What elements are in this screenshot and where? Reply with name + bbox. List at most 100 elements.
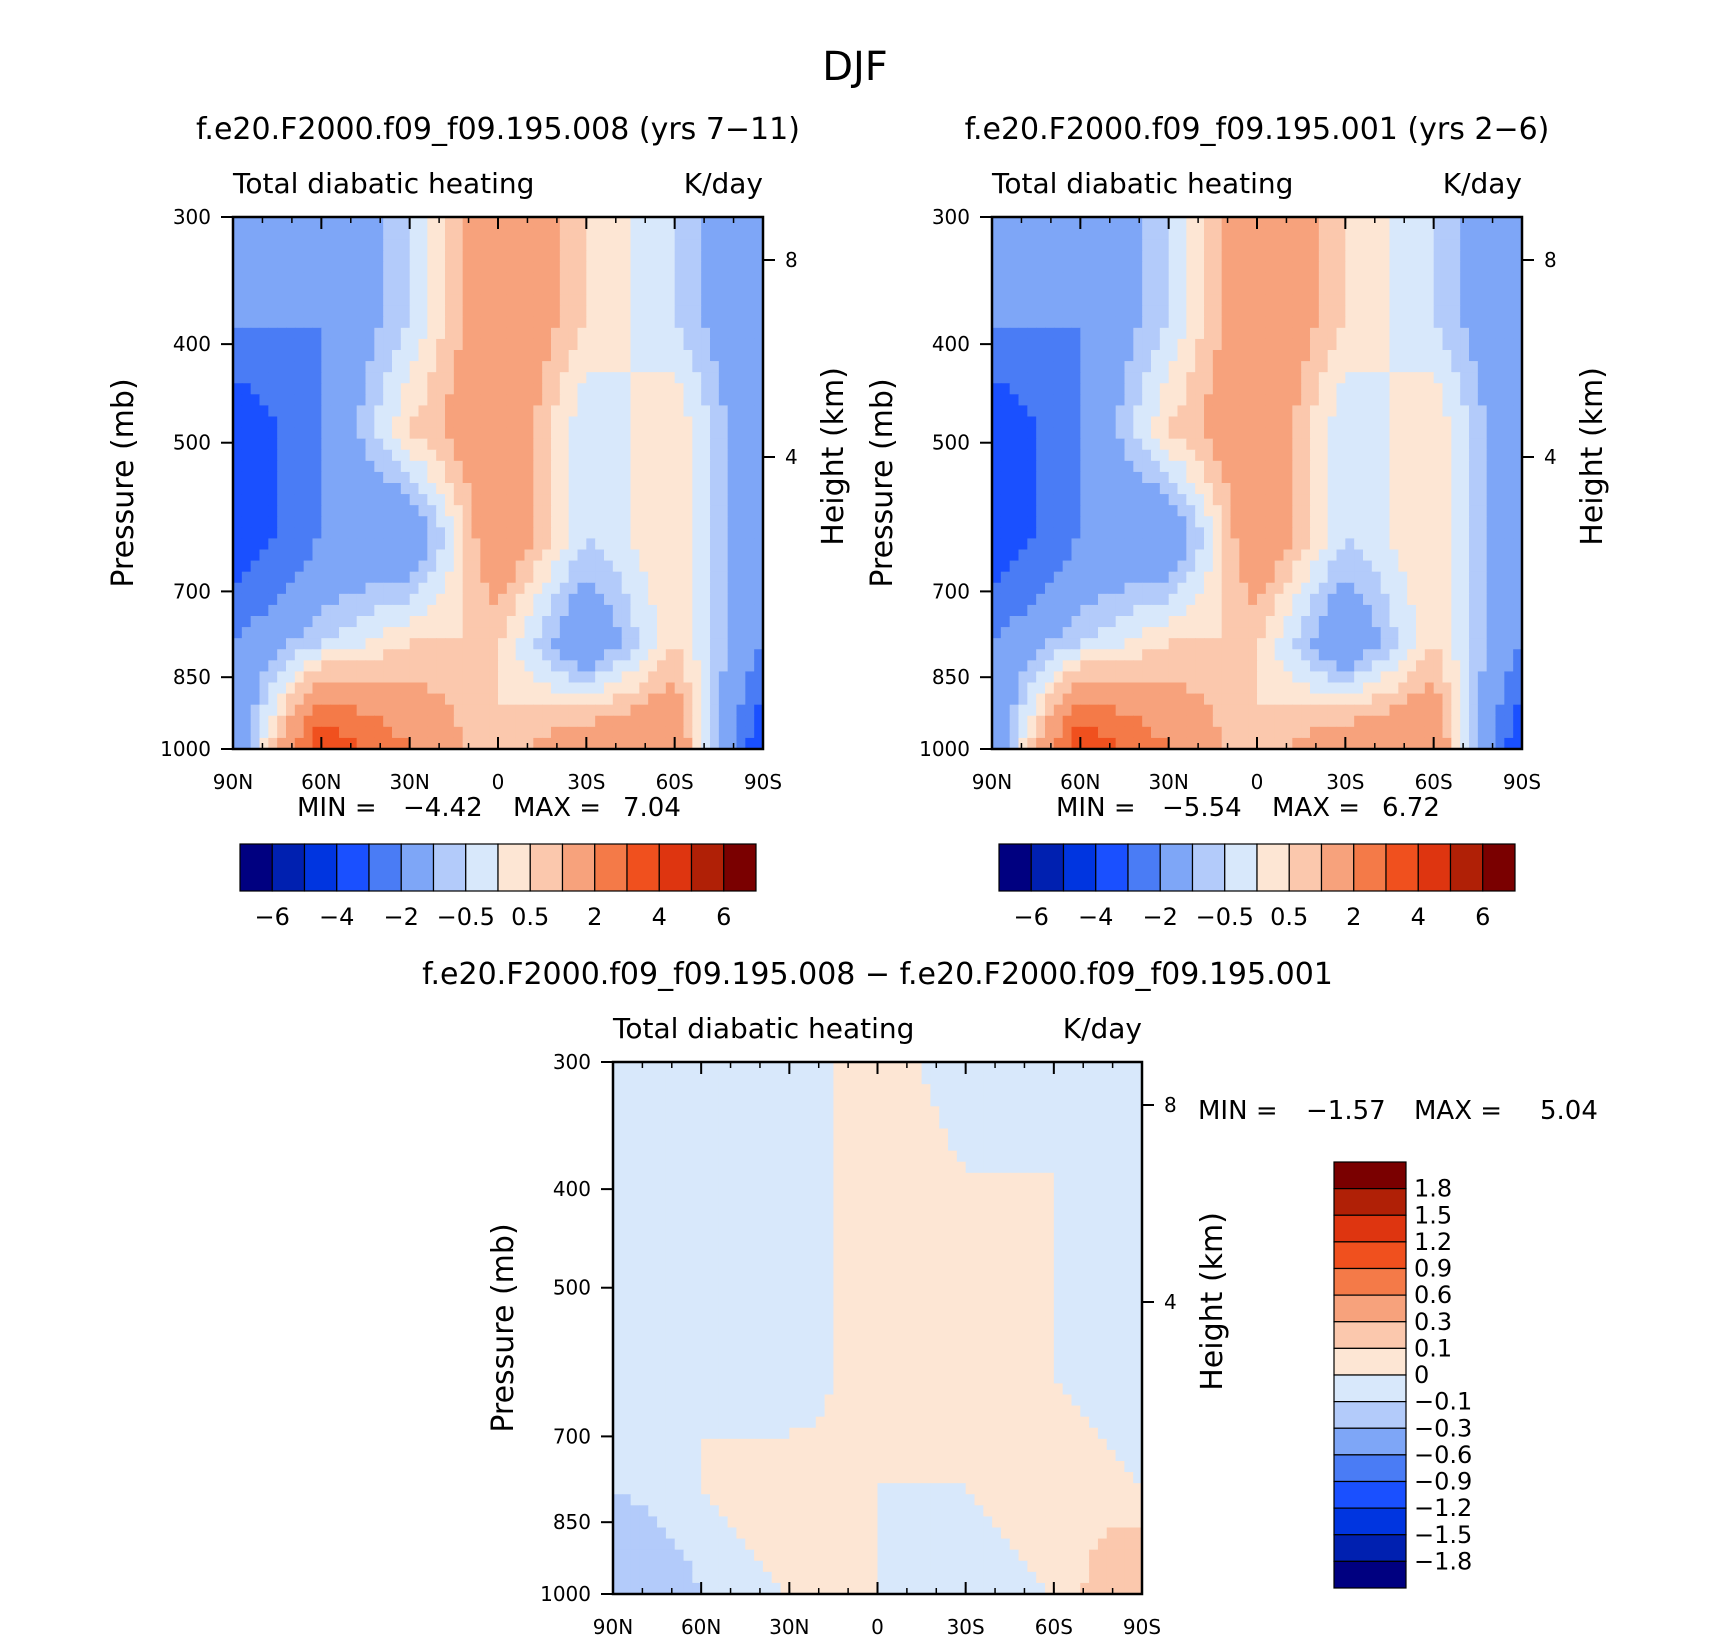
- heatmap-cell: [1221, 494, 1232, 506]
- heatmap-cell: [321, 682, 331, 695]
- heatmap-cell: [657, 538, 667, 551]
- heatmap-cell: [657, 361, 667, 373]
- heatmap-cell: [1477, 449, 1488, 462]
- heatmap-cell: [1115, 316, 1126, 329]
- heatmap-cell: [648, 316, 658, 329]
- heatmap-cell: [1080, 316, 1090, 329]
- heatmap-cell: [559, 316, 570, 329]
- heatmap-cell: [339, 350, 349, 362]
- heatmap-cell: [480, 704, 490, 717]
- heatmap-cell: [639, 627, 649, 639]
- heatmap-cell: [710, 582, 720, 595]
- heatmap-cell: [515, 305, 526, 318]
- heatmap-cell: [657, 294, 667, 307]
- heatmap-cell: [1142, 471, 1152, 484]
- heatmap-cell: [1248, 250, 1258, 262]
- heatmap-cell: [498, 582, 508, 595]
- heatmap-cell: [612, 416, 623, 429]
- heatmap-cell: [1389, 361, 1399, 373]
- heatmap-cell: [1062, 471, 1073, 484]
- heatmap-cell: [365, 460, 375, 473]
- heatmap-cell: [745, 726, 755, 739]
- heatmap-cell: [630, 217, 640, 229]
- heatmap-cell: [1062, 294, 1073, 307]
- heatmap-cell: [1363, 361, 1373, 373]
- heatmap-cell: [701, 604, 711, 617]
- heatmap-cell: [1089, 416, 1099, 429]
- heatmap-cell: [1133, 449, 1143, 462]
- heatmap-cell: [674, 538, 685, 551]
- heatmap-cell: [736, 616, 746, 628]
- heatmap-cell: [1469, 571, 1479, 584]
- heatmap-cell: [1257, 449, 1267, 462]
- heatmap-cell: [630, 327, 640, 340]
- heatmap-cell: [1009, 449, 1020, 462]
- heatmap-cell: [339, 582, 349, 595]
- heatmap-cell: [718, 527, 729, 540]
- heatmap-cell: [577, 250, 587, 262]
- heatmap-cell: [1098, 250, 1108, 262]
- heatmap-cell: [321, 527, 331, 540]
- heatmap-cell: [392, 483, 402, 495]
- heatmap-cell: [718, 627, 729, 639]
- heatmap-cell: [754, 394, 764, 407]
- heatmap-cell: [1424, 239, 1435, 251]
- heatmap-cell: [1486, 294, 1497, 307]
- heatmap-cell: [1283, 471, 1293, 484]
- heatmap-cell: [489, 582, 499, 595]
- heatmap-cell: [1363, 350, 1373, 362]
- heatmap-cell: [1513, 549, 1523, 562]
- heatmap-cell: [462, 726, 473, 739]
- heatmap-cell: [453, 704, 464, 717]
- heatmap-cell: [1354, 305, 1364, 318]
- heatmap-cell: [1062, 327, 1073, 340]
- heatmap-cell: [1504, 338, 1514, 351]
- heatmap-cell: [1354, 416, 1364, 429]
- heatmap-cell: [400, 527, 411, 540]
- heatmap-cell: [1071, 338, 1081, 351]
- heatmap-cell: [436, 383, 446, 395]
- heatmap-cell: [383, 538, 393, 551]
- heatmap-cell: [312, 239, 322, 251]
- heatmap-cell: [268, 327, 278, 340]
- heatmap-cell: [533, 394, 543, 407]
- heatmap-cell: [1371, 272, 1382, 285]
- heatmap-cell: [1204, 261, 1214, 274]
- heatmap-cell: [339, 250, 349, 262]
- heatmap-cell: [683, 682, 693, 695]
- heatmap-cell: [489, 538, 499, 551]
- heatmap-cell: [1142, 405, 1152, 418]
- heatmap-cell: [286, 327, 296, 340]
- heatmap-cell: [1477, 305, 1488, 318]
- heatmap-cell: [630, 516, 640, 528]
- heatmap-cell: [259, 494, 269, 506]
- heatmap-cell: [471, 704, 481, 717]
- heatmap-cell: [1451, 283, 1461, 296]
- heatmap-cell: [1177, 350, 1187, 362]
- heatmap-cell: [436, 616, 446, 628]
- heatmap-cell: [692, 327, 702, 340]
- heatmap-cell: [754, 294, 764, 307]
- heatmap-cell: [1151, 305, 1161, 318]
- heatmap-cell: [1504, 438, 1514, 451]
- heatmap-cell: [1345, 471, 1355, 484]
- figure-title: DJF: [822, 44, 888, 90]
- heatmap-cell: [1027, 483, 1037, 495]
- heatmap-cell: [1168, 294, 1179, 307]
- heatmap-cell: [1265, 261, 1276, 274]
- heatmap-cell: [365, 494, 375, 506]
- heatmap-cell: [303, 693, 314, 706]
- heatmap-cell: [1212, 350, 1223, 362]
- heatmap-cell: [506, 582, 517, 595]
- heatmap-cell: [1407, 394, 1417, 407]
- heatmap-cell: [1124, 460, 1134, 473]
- heatmap-cell: [1000, 494, 1011, 506]
- heatmap-cell: [1071, 571, 1081, 584]
- panel-title: f.e20.F2000.f09_f09.195.001 (yrs 2−6): [965, 112, 1550, 147]
- heatmap-cell: [533, 516, 543, 528]
- heatmap-cell: [1080, 338, 1090, 351]
- heatmap-cell: [241, 250, 252, 262]
- heatmap-cell: [1098, 338, 1108, 351]
- heatmap-cell: [1495, 372, 1505, 384]
- heatmap-cell: [400, 593, 411, 606]
